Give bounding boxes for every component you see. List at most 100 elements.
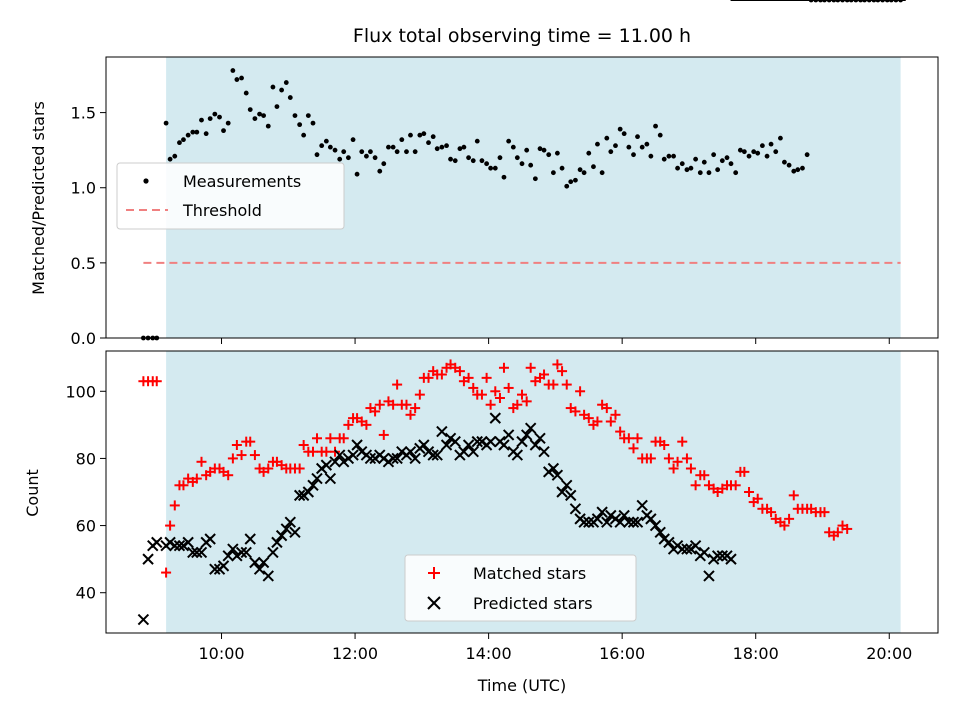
predicted-star-point [293, 489, 306, 502]
measurement-point [644, 141, 650, 147]
top-legend-box [116, 162, 345, 230]
measurement-point [595, 141, 600, 147]
measurement-point [359, 149, 365, 155]
matched-star-point [632, 433, 643, 444]
predicted-star-point [565, 489, 577, 502]
top-x-ticks [221, 338, 890, 344]
predicted-star-point [404, 446, 417, 458]
predicted-star-point [142, 553, 154, 565]
bottom-legend-box [404, 554, 637, 622]
predicted-star-point [222, 550, 234, 562]
matched-star-point [517, 389, 527, 400]
matched-star-point [832, 527, 843, 538]
matched-star-point [294, 463, 305, 474]
measurement-point [724, 155, 730, 161]
matched-star-point [685, 463, 696, 474]
matched-stars-points [138, 0, 906, 578]
measurement-point [257, 111, 262, 117]
predicted-star-point [311, 472, 323, 485]
matched-star-point [468, 382, 479, 393]
measurement-point [532, 176, 538, 182]
measurement-point [394, 149, 400, 155]
top-y-ticks: 0.0 0.5 1.0 1.5 [71, 104, 106, 348]
measurement-point [203, 131, 209, 137]
measurement-point [701, 159, 707, 165]
matched-star-point [151, 376, 162, 387]
predicted-star-point [498, 439, 510, 451]
bottom-legend: Matched stars Predicted stars [404, 554, 637, 622]
matched-star-point [561, 379, 572, 390]
predicted-star-point [698, 546, 710, 559]
matched-star-point [842, 523, 853, 534]
matched-star-point [557, 366, 568, 377]
measurement-point [452, 158, 458, 164]
measurement-point [301, 132, 307, 138]
matched-star-point [601, 403, 612, 414]
measurement-point [444, 143, 449, 149]
measurement-point [457, 146, 463, 152]
predicted-star-point [538, 446, 550, 458]
matched-star-point [663, 453, 674, 464]
predicted-star-point [591, 513, 604, 525]
matched-star-point [628, 443, 639, 454]
matched-star-point [392, 379, 403, 390]
legend-measurements-marker [143, 178, 149, 184]
predicted-star-point [520, 429, 533, 441]
measurement-point [243, 90, 249, 96]
measurement-point [163, 120, 169, 126]
measurement-point [488, 165, 494, 171]
predicted-star-point [569, 503, 582, 515]
predicted-star-point [329, 456, 341, 468]
matched-star-point [165, 520, 176, 531]
measurement-point [537, 146, 543, 152]
bottom-y-tick-label: 40 [76, 584, 96, 603]
measurement-point [177, 140, 182, 146]
measurement-point [501, 174, 507, 180]
measurement-point [768, 141, 774, 147]
matched-star-point [321, 446, 332, 457]
measurement-point [364, 153, 369, 159]
predicted-star-point [240, 546, 252, 559]
measurement-point [479, 158, 485, 164]
predicted-star-point [427, 449, 439, 461]
measurement-point [751, 149, 757, 155]
legend-matched-label: Matched stars [473, 564, 586, 583]
matched-star-point [178, 480, 189, 491]
predicted-star-point [484, 435, 497, 448]
predicted-star-point [391, 452, 403, 465]
predicted-star-point [578, 516, 590, 528]
predicted-star-point [645, 513, 657, 525]
measurement-point [657, 132, 663, 138]
measurement-point [225, 120, 231, 126]
measurement-point [287, 95, 293, 100]
matched-star-point [414, 389, 425, 400]
predicted-star-point [137, 613, 150, 626]
measurement-point [711, 152, 717, 158]
predicted-star-point [280, 523, 292, 535]
matched-star-point [374, 399, 385, 410]
predicted-star-point [217, 560, 230, 572]
measurement-point [274, 104, 280, 109]
matched-star-point [298, 440, 309, 450]
predicted-star-point [262, 570, 274, 582]
matched-star-point [681, 453, 692, 464]
measurement-point [230, 68, 236, 73]
top-legend: Measurements Threshold [116, 162, 345, 230]
measurement-point [773, 149, 779, 155]
predicted-star-point [440, 439, 453, 451]
matched-star-point [454, 366, 465, 377]
measurement-point [791, 168, 797, 174]
matched-star-point [623, 433, 634, 444]
measurement-point [577, 167, 583, 173]
measurement-point [626, 144, 632, 150]
matched-star-point [690, 480, 701, 491]
measurement-point [573, 177, 578, 183]
matched-star-point [378, 429, 389, 440]
predicted-star-point [725, 553, 737, 565]
matched-star-point [605, 416, 616, 427]
measurement-point [782, 159, 787, 165]
legend-predicted-label: Predicted stars [473, 594, 593, 613]
predicted-star-point [556, 486, 568, 498]
predicted-star-point [204, 533, 216, 545]
matched-star-point [788, 490, 799, 501]
